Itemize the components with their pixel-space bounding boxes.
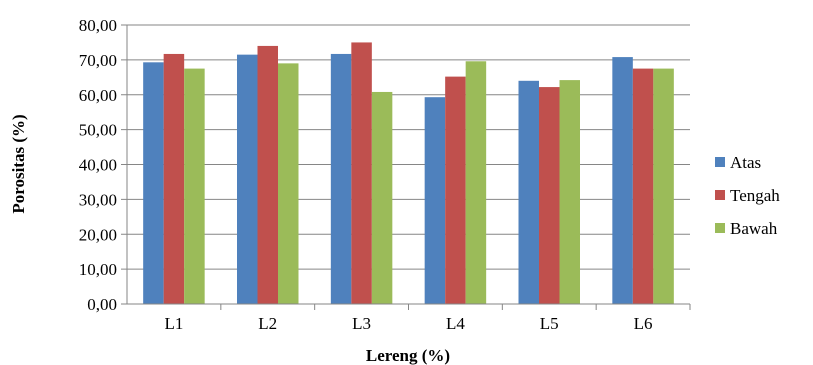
bar-bawah-l1: [184, 68, 205, 304]
bar-tengah-l6: [632, 68, 654, 304]
y-tick-label: 40,00: [79, 156, 117, 175]
x-tick-label: L6: [634, 314, 653, 333]
y-tick-label: 0,00: [87, 295, 117, 314]
legend-label-bawah: Bawah: [730, 219, 778, 238]
y-tick-label: 60,00: [79, 86, 117, 105]
x-tick-label: L2: [258, 314, 277, 333]
bar-bawah-l6: [653, 68, 674, 304]
y-tick-label: 30,00: [79, 190, 117, 209]
bar-tengah-l2: [257, 45, 278, 305]
legend-swatch-atas: [715, 157, 725, 167]
bar-tengah-l5: [539, 87, 560, 304]
legend-label-tengah: Tengah: [730, 186, 780, 205]
y-tick-label: 20,00: [79, 225, 117, 244]
legend-swatch-bawah: [715, 223, 725, 233]
bar-atas-l3: [330, 53, 352, 304]
y-tick-label: 50,00: [79, 121, 117, 140]
x-axis-title: Lereng (%): [366, 346, 450, 365]
x-tick-label: L3: [352, 314, 371, 333]
y-tick-labels: 0,00 10,00 20,00 30,00 40,00 50,00 60,00 70,00 8…: [79, 16, 117, 314]
x-tick-label: L5: [540, 314, 559, 333]
gridlines: [127, 24, 690, 270]
y-tick-label: 70,00: [79, 51, 117, 70]
bars: [143, 42, 674, 305]
bar-bawah-l4: [465, 61, 487, 304]
axes: [121, 24, 691, 310]
legend-label-atas: Atas: [730, 153, 761, 172]
bar-atas-l4: [424, 97, 446, 304]
y-tick-label: 10,00: [79, 260, 117, 279]
bar-atas-l1: [143, 62, 164, 304]
bar-atas-l6: [612, 57, 633, 305]
bar-bawah-l2: [278, 63, 299, 304]
x-tick-label: L1: [164, 314, 183, 333]
legend-swatch-tengah: [715, 190, 725, 200]
x-tick-labels: L1 L2 L3 L4 L5 L6: [164, 314, 652, 333]
y-tick-label: 80,00: [79, 16, 117, 35]
x-tick-label: L4: [446, 314, 465, 333]
legend: Atas Tengah Bawah: [715, 153, 780, 238]
bar-bawah-l5: [559, 80, 580, 304]
bar-atas-l5: [518, 80, 539, 304]
bar-tengah-l4: [445, 76, 466, 305]
bar-tengah-l1: [163, 53, 185, 304]
bar-bawah-l3: [371, 91, 393, 305]
bar-tengah-l3: [351, 42, 372, 304]
bar-atas-l2: [237, 54, 258, 304]
y-axis-title: Porositas (%): [9, 114, 28, 213]
